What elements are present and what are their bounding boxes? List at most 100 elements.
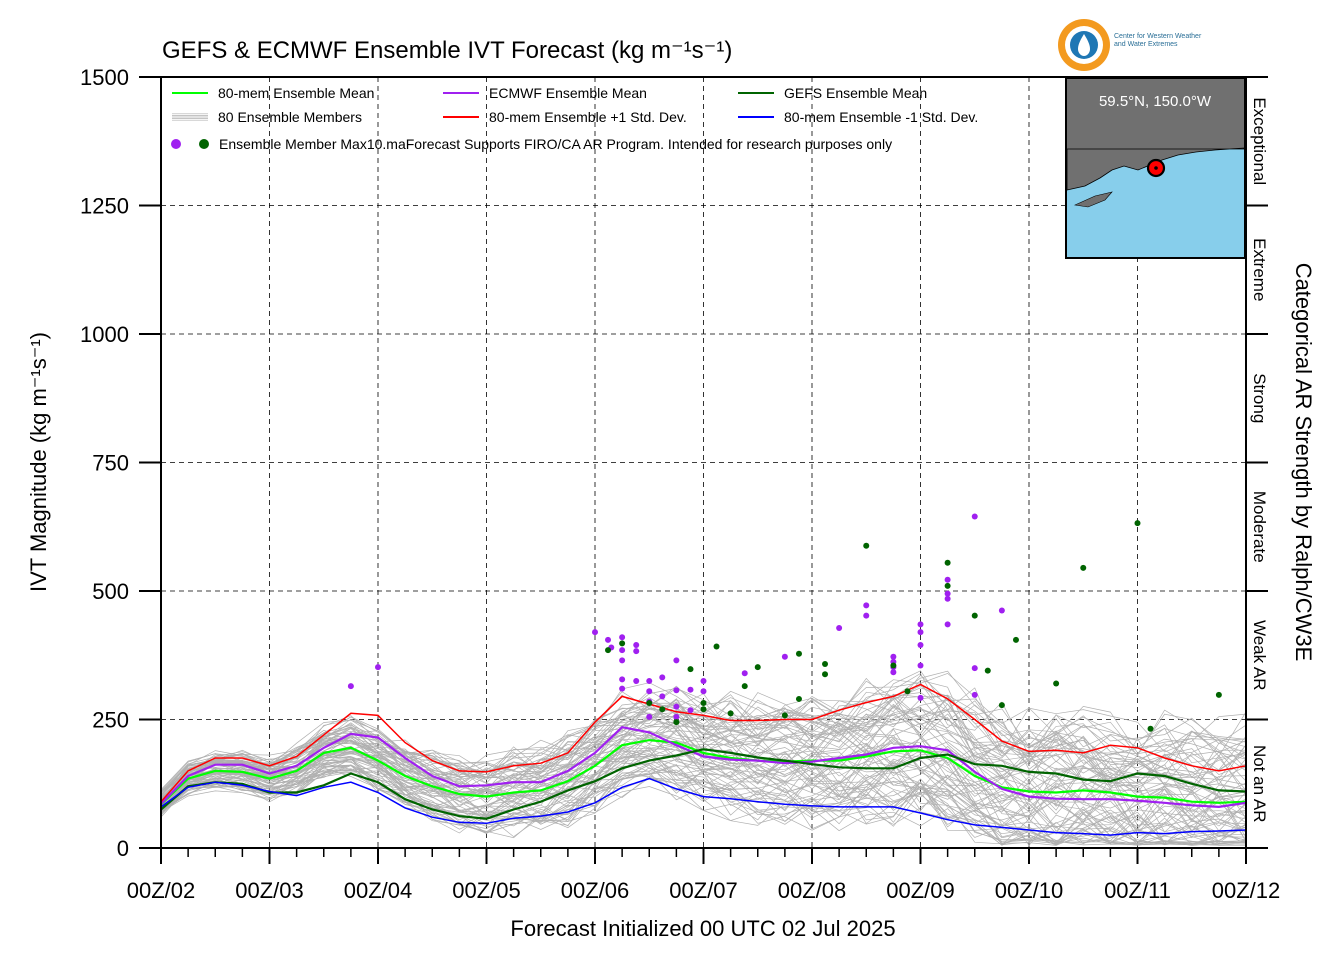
ecmwf-max-point	[619, 634, 626, 641]
water-drop-icon	[1078, 34, 1090, 56]
x-tick-label: 00Z/07	[669, 878, 738, 903]
ensemble-member-line	[160, 764, 1246, 846]
ecmwf-max-point	[347, 683, 354, 690]
ecmwf-max-point	[917, 662, 924, 669]
ecmwf-max-point	[741, 670, 748, 677]
category-label: Strong	[1250, 373, 1269, 423]
ecmwf-max-point	[971, 691, 978, 698]
ecmwf-max-point	[646, 713, 653, 720]
series-line	[160, 726, 1247, 809]
x-tick-label: 00Z/08	[778, 878, 847, 903]
gefs-max-point	[890, 662, 897, 669]
gefs-max-point	[1053, 680, 1060, 687]
category-label: Weak AR	[1250, 620, 1269, 691]
legend-ecmwf-max-marker	[171, 139, 181, 149]
gefs-max-point	[1147, 725, 1154, 732]
ecmwf-max-point	[646, 688, 653, 695]
series-layer	[160, 683, 1247, 836]
x-axis-label: Forecast Initialized 00 UTC 02 Jul 2025	[510, 916, 895, 941]
y-tick-label: 750	[92, 451, 129, 476]
y-tick-label: 1500	[80, 65, 129, 90]
ecmwf-max-point	[646, 677, 653, 684]
ecmwf-max-point	[633, 677, 640, 684]
ecmwf-max-point	[890, 653, 897, 660]
series-line	[160, 777, 1247, 836]
chart-title: GEFS & ECMWF Ensemble IVT Forecast (kg m…	[162, 37, 732, 64]
gefs-max-point	[984, 667, 991, 674]
ensemble-member-line	[160, 712, 1247, 804]
ecmwf-max-point	[836, 625, 843, 632]
ecmwf-max-point	[944, 621, 951, 628]
ecmwf-max-point	[944, 576, 951, 583]
ecmwf-max-point	[700, 677, 707, 684]
gefs-max-point	[619, 640, 626, 647]
ensemble-member-line	[160, 734, 1247, 832]
gefs-max-point	[904, 688, 911, 695]
ensemble-member-line	[160, 734, 1247, 833]
grid-layer	[161, 77, 1246, 848]
gefs-max-point	[700, 700, 707, 707]
y-axis-label: IVT Magnitude (kg m⁻¹s⁻¹)	[26, 332, 51, 592]
ecmwf-max-point	[673, 657, 680, 664]
gefs-max-point	[646, 700, 653, 707]
gefs-max-point	[795, 695, 802, 702]
ensemble-member-line	[160, 717, 1247, 817]
ecmwf-max-point	[917, 629, 924, 636]
right-axis-label: Categorical AR Strength by Ralph/CW3E	[1291, 263, 1316, 662]
inset-location-label: 59.5°N, 150.0°W	[1099, 93, 1212, 110]
series-line	[160, 748, 1247, 820]
gefs-max-point	[1215, 691, 1222, 698]
legend-max-label: Ensemble Member Max10.maForecast Support…	[219, 136, 892, 152]
ecmwf-max-point	[863, 612, 870, 619]
legend-label: 80-mem Ensemble +1 Std. Dev.	[489, 109, 687, 125]
ecmwf-max-point	[375, 664, 381, 671]
ensemble-member-line	[160, 694, 1247, 796]
ecmwf-max-point	[863, 602, 870, 609]
x-tick-label: 00Z/02	[127, 878, 196, 903]
legend-label: 80 Ensemble Members	[218, 109, 362, 125]
y-tick-label: 250	[92, 708, 129, 733]
category-label: Extreme	[1250, 238, 1269, 301]
category-label: Exceptional	[1250, 97, 1269, 185]
ecmwf-max-point	[633, 641, 640, 648]
ensemble-member-line	[160, 695, 1247, 798]
gefs-max-point	[727, 710, 734, 717]
location-marker-center	[1154, 166, 1158, 170]
gefs-max-point	[822, 660, 829, 667]
category-label: Moderate	[1250, 491, 1269, 563]
ecmwf-max-point	[971, 513, 978, 520]
ensemble-member-line	[160, 698, 1247, 803]
ecmwf-max-point	[944, 595, 951, 602]
ecmwf-max-point	[673, 713, 680, 720]
ecmwf-max-point	[659, 674, 666, 681]
gefs-max-point	[741, 683, 748, 690]
gefs-max-point	[863, 542, 870, 549]
gefs-max-point	[998, 702, 1005, 709]
gefs-max-point	[971, 612, 978, 619]
gefs-max-point	[659, 706, 666, 713]
y-tick-label: 500	[92, 579, 129, 604]
legend-label: 80-mem Ensemble Mean	[218, 85, 374, 101]
ensemble-member-line	[160, 765, 1247, 846]
ensemble-member-line	[160, 749, 1247, 834]
ecmwf-max-point	[890, 669, 897, 676]
ensemble-member-line	[160, 729, 1247, 804]
gefs-max-point	[822, 671, 829, 678]
member-max-layer	[347, 513, 1222, 732]
y-tick-label: 1000	[80, 322, 129, 347]
gefs-max-point	[1080, 564, 1087, 571]
y-tick-label: 1250	[80, 194, 129, 219]
gefs-max-point	[687, 666, 694, 673]
legend-label: ECMWF Ensemble Mean	[489, 85, 647, 101]
gefs-max-point	[944, 582, 951, 589]
x-tick-label: 00Z/12	[1212, 878, 1281, 903]
x-tick-label: 00Z/06	[561, 878, 630, 903]
x-tick-label: 00Z/04	[344, 878, 413, 903]
ecmwf-max-point	[619, 647, 626, 654]
gefs-max-point	[1012, 636, 1019, 643]
ensemble-member-line	[160, 734, 1247, 808]
ensemble-member-line	[160, 679, 1247, 799]
inset-land-top	[1067, 79, 1244, 149]
ecmwf-max-point	[917, 641, 924, 648]
series-line	[160, 738, 1247, 806]
